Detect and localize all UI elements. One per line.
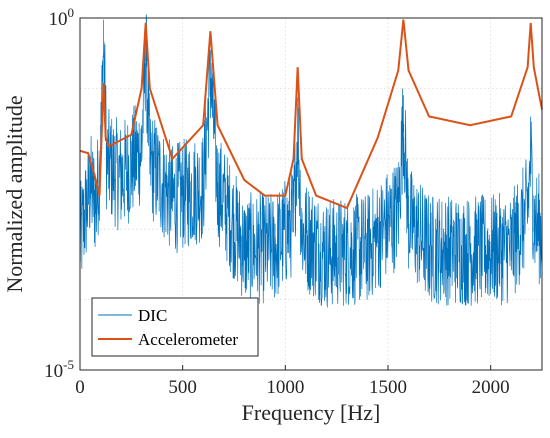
x-tick-label: 1000 bbox=[266, 377, 304, 398]
legend-label: DIC bbox=[138, 306, 167, 325]
plot-area bbox=[79, 14, 543, 308]
axis-labels: Frequency [Hz] Normalized amplitude bbox=[2, 95, 380, 425]
x-tick-label: 0 bbox=[75, 377, 85, 398]
axes-frame bbox=[79, 17, 543, 371]
y-tick-label: 10-5 bbox=[44, 357, 74, 382]
y-tick-base: 10 bbox=[49, 9, 68, 30]
y-tick-label: 100 bbox=[49, 5, 75, 30]
series-line-dic bbox=[79, 14, 543, 308]
series-line-accelerometer bbox=[79, 19, 543, 210]
y-axis-label: Normalized amplitude bbox=[2, 95, 27, 292]
legend-box bbox=[91, 297, 259, 357]
x-tick-label: 2000 bbox=[472, 377, 510, 398]
x-tick-label: 1500 bbox=[369, 377, 407, 398]
x-axis-label: Frequency [Hz] bbox=[242, 400, 381, 425]
legend-label: Accelerometer bbox=[138, 330, 238, 349]
legend: DIC Accelerometer bbox=[91, 297, 259, 357]
y-tick-base: 10 bbox=[44, 361, 63, 382]
y-tick-exponent: 0 bbox=[68, 5, 75, 20]
x-tick-label: 500 bbox=[168, 377, 197, 398]
y-tick-exponent: -5 bbox=[63, 357, 74, 372]
